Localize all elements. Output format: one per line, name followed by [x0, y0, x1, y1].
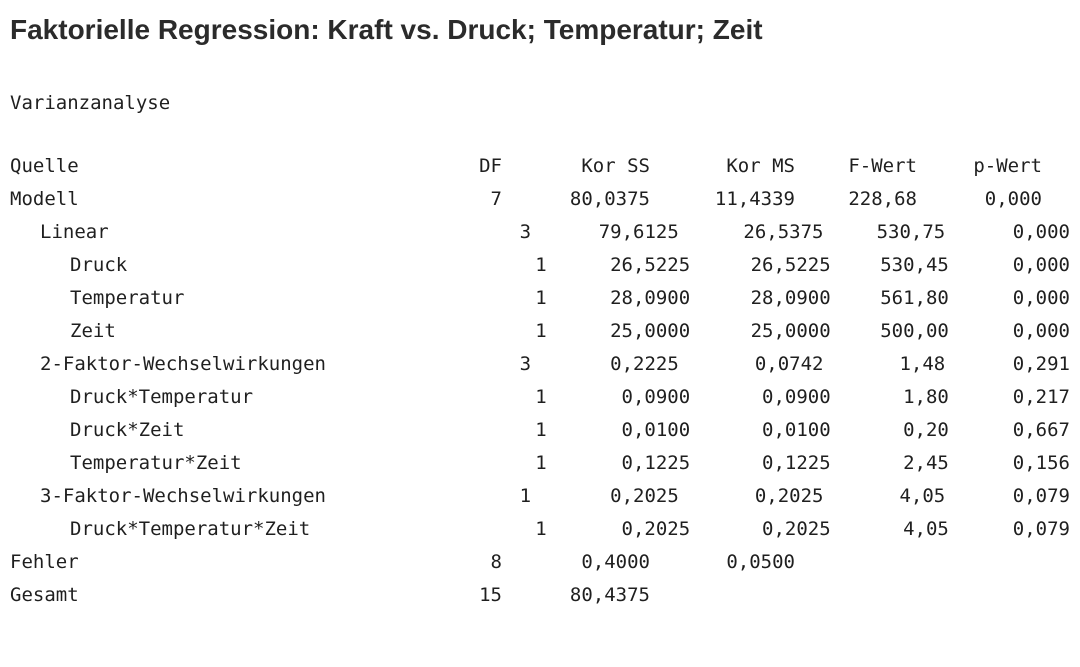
cell-quelle: Gesamt [10, 584, 79, 606]
cell-kor-ms: 11,4339 [714, 188, 795, 210]
cell-df: 3 [519, 353, 532, 375]
cell-df: 8 [490, 551, 502, 573]
table-row: 3-Faktor-Wechselwirkungen 1 0,2025 0,2025 4,… [10, 480, 1070, 513]
table-row: Druck 1 26,5225 26,5225 530,45 0,000 [10, 249, 1070, 282]
column-header-quelle: Quelle [10, 155, 79, 177]
cell-p-wert: 0,291 [1012, 353, 1070, 375]
cell-quelle: Linear [40, 221, 109, 243]
cell-quelle: Druck*Temperatur*Zeit [70, 518, 311, 540]
cell-quelle: Zeit [70, 320, 116, 342]
table-row: 2-Faktor-Wechselwirkungen 3 0,2225 0,0742 1,… [10, 348, 1070, 381]
column-header-kor-ms: Kor MS [726, 155, 795, 177]
cell-df: 3 [519, 221, 532, 243]
cell-df: 1 [519, 485, 532, 507]
cell-p-wert: 0,000 [1012, 320, 1070, 342]
cell-df: 1 [535, 386, 547, 408]
cell-kor-ss: 80,0375 [569, 188, 650, 210]
table-row: Fehler 8 0,4000 0,0500 [10, 546, 1070, 579]
cell-kor-ss: 79,6125 [598, 221, 679, 243]
cell-kor-ss: 28,0900 [610, 287, 691, 309]
cell-kor-ms: 0,1225 [762, 452, 831, 474]
table-row: Gesamt 15 80,4375 [10, 579, 1070, 612]
cell-kor-ms: 26,5375 [743, 221, 824, 243]
column-header-kor-ss: Kor SS [581, 155, 650, 177]
cell-kor-ss: 0,2025 [621, 518, 691, 540]
cell-kor-ms: 0,2025 [754, 485, 824, 507]
cell-p-wert: 0,000 [1012, 254, 1070, 276]
cell-kor-ms: 0,0500 [726, 551, 795, 573]
cell-p-wert: 0,667 [1012, 419, 1070, 441]
cell-quelle: Druck*Temperatur [70, 386, 254, 408]
cell-quelle: Temperatur [70, 287, 185, 309]
table-body: Modell 7 80,0375 11,4339 228,68 0,000 Linear 3 7… [10, 183, 1070, 612]
cell-df: 1 [535, 518, 547, 540]
cell-kor-ss: 26,5225 [610, 254, 691, 276]
cell-kor-ss: 0,1225 [621, 452, 691, 474]
section-heading: Varianzanalyse [10, 92, 171, 114]
cell-f-wert: 530,75 [876, 221, 946, 243]
cell-quelle: Modell [10, 188, 79, 210]
cell-df: 7 [490, 188, 502, 210]
cell-f-wert: 1,80 [903, 386, 949, 408]
cell-f-wert: 530,45 [880, 254, 949, 276]
cell-p-wert: 0,079 [1012, 518, 1070, 540]
table-row: Modell 7 80,0375 11,4339 228,68 0,000 [10, 183, 1070, 216]
cell-kor-ss: 0,4000 [581, 551, 650, 573]
cell-kor-ms: 28,0900 [750, 287, 831, 309]
cell-df: 1 [535, 320, 547, 342]
cell-quelle: Druck [70, 254, 128, 276]
cell-df: 1 [535, 254, 547, 276]
column-header-df: DF [479, 155, 502, 177]
table-row: Druck*Temperatur 1 0,0900 0,0900 1,80 0,217 [10, 381, 1070, 414]
cell-p-wert: 0,000 [1012, 287, 1070, 309]
cell-quelle: Temperatur*Zeit [70, 452, 242, 474]
cell-kor-ss: 25,0000 [610, 320, 691, 342]
cell-kor-ms: 25,0000 [750, 320, 831, 342]
table-header-row: Quelle DF Kor SS Kor MS F-Wert p-Wert [10, 150, 1070, 183]
table-row: Zeit 1 25,0000 25,0000 500,00 0,000 [10, 315, 1070, 348]
cell-p-wert: 0,217 [1012, 386, 1070, 408]
table-row: Temperatur*Zeit 1 0,1225 0,1225 2,45 0,156 [10, 447, 1070, 480]
cell-quelle: 2-Faktor-Wechselwirkungen [40, 353, 326, 375]
cell-f-wert: 561,80 [880, 287, 949, 309]
cell-kor-ss: 0,0100 [621, 419, 691, 441]
cell-f-wert: 500,00 [880, 320, 949, 342]
cell-f-wert: 1,48 [899, 353, 946, 375]
cell-f-wert: 228,68 [848, 188, 917, 210]
cell-kor-ss: 80,4375 [569, 584, 650, 606]
cell-f-wert: 4,05 [899, 485, 946, 507]
cell-f-wert: 4,05 [903, 518, 949, 540]
cell-kor-ms: 0,0100 [762, 419, 831, 441]
column-header-f-wert: F-Wert [848, 155, 917, 177]
cell-df: 1 [535, 419, 547, 441]
table-row: Druck*Temperatur*Zeit 1 0,2025 0,2025 4,05 0,… [10, 513, 1070, 546]
cell-kor-ss: 0,0900 [621, 386, 691, 408]
cell-p-wert: 0,079 [1012, 485, 1070, 507]
cell-f-wert: 0,20 [903, 419, 949, 441]
cell-kor-ms: 0,2025 [762, 518, 831, 540]
session-output-pane: Faktorielle Regression: Kraft vs. Druck;… [10, 14, 1070, 612]
anova-table: Quelle DF Kor SS Kor MS F-Wert p-Wert Mo… [10, 150, 1070, 612]
column-header-p-wert: p-Wert [973, 155, 1042, 177]
cell-quelle: Fehler [10, 551, 79, 573]
cell-p-wert: 0,000 [984, 188, 1042, 210]
cell-kor-ms: 0,0900 [762, 386, 831, 408]
cell-f-wert: 2,45 [903, 452, 949, 474]
cell-kor-ms: 0,0742 [754, 353, 824, 375]
cell-quelle: Druck*Zeit [70, 419, 185, 441]
cell-quelle: 3-Faktor-Wechselwirkungen [40, 485, 326, 507]
cell-p-wert: 0,156 [1012, 452, 1070, 474]
cell-p-wert: 0,000 [1012, 221, 1070, 243]
cell-df: 15 [479, 584, 502, 606]
page-title: Faktorielle Regression: Kraft vs. Druck;… [10, 14, 763, 45]
table-row: Linear 3 79,6125 26,5375 530,75 0,000 [10, 216, 1070, 249]
cell-kor-ms: 26,5225 [750, 254, 831, 276]
cell-df: 1 [535, 452, 547, 474]
table-row: Temperatur 1 28,0900 28,0900 561,80 0,000 [10, 282, 1070, 315]
table-row: Druck*Zeit 1 0,0100 0,0100 0,20 0,667 [10, 414, 1070, 447]
cell-kor-ss: 0,2225 [610, 353, 679, 375]
cell-kor-ss: 0,2025 [610, 485, 679, 507]
cell-df: 1 [535, 287, 547, 309]
